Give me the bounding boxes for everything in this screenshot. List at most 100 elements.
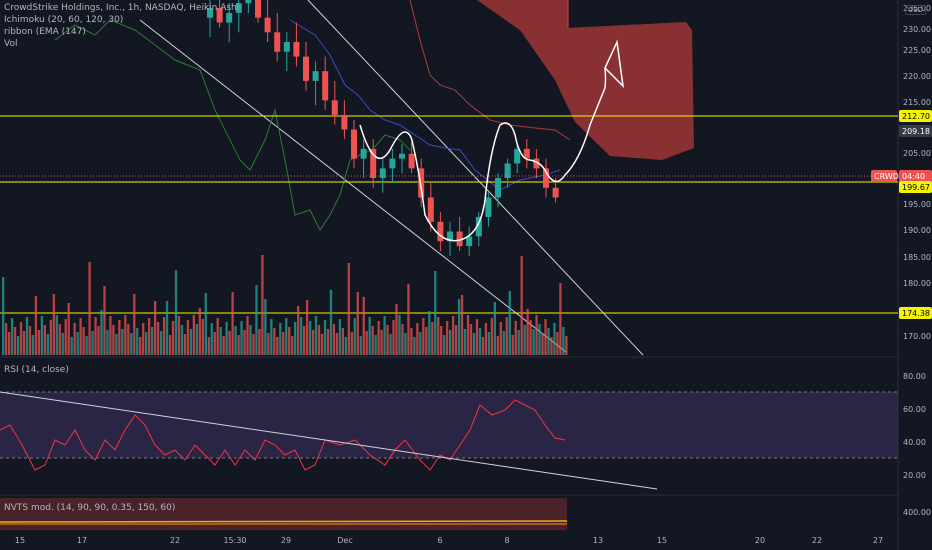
- volume-bar: [52, 294, 55, 355]
- lagging-span: [54, 19, 411, 231]
- rsi-tick: 40.00: [903, 438, 926, 447]
- candle: [235, 0, 242, 33]
- chart-legend: CrowdStrike Holdings, Inc., 1h, NASDAQ, …: [4, 2, 239, 50]
- volume-bar: [395, 304, 398, 355]
- volume-bar: [186, 320, 190, 355]
- volume-bar: [297, 306, 300, 355]
- volume-bar: [338, 319, 342, 355]
- volume-series: [2, 255, 568, 355]
- currency-label[interactable]: USD: [905, 5, 926, 15]
- volume-bar: [538, 324, 541, 355]
- volume-bar: [228, 331, 231, 355]
- volume-bar: [276, 337, 279, 355]
- volume-bar: [437, 317, 440, 355]
- rsi-tick: 60.00: [903, 405, 926, 414]
- volume-bar: [201, 319, 204, 355]
- volume-bar: [61, 333, 64, 355]
- trendline-upper: [307, 0, 644, 356]
- volume-bar: [97, 326, 100, 355]
- volume-bar: [431, 322, 434, 355]
- volume-bar: [171, 321, 175, 355]
- volume-bar: [478, 328, 482, 355]
- volume-bar: [559, 283, 562, 355]
- ribbon-label[interactable]: ribbon (EMA (147): [4, 27, 86, 37]
- volume-bar: [237, 335, 240, 355]
- volume-bar: [398, 315, 401, 355]
- candle: [207, 0, 213, 38]
- rsi-band: [0, 392, 898, 458]
- time-tick: 15: [15, 536, 25, 545]
- price-badge: CRWD: [871, 170, 899, 182]
- volume-bar: [106, 330, 109, 355]
- volume-bar: [365, 331, 368, 355]
- candle: [543, 158, 549, 198]
- candle: [389, 148, 396, 183]
- candle: [523, 139, 530, 169]
- volume-bar: [300, 317, 303, 355]
- volume-bar: [451, 316, 455, 355]
- rsi-legend[interactable]: RSI (14, close): [4, 365, 69, 375]
- volume-bar: [139, 337, 142, 355]
- volume-bar: [389, 334, 392, 355]
- volume-bar: [2, 277, 5, 355]
- volume-bar: [308, 321, 312, 355]
- price-tick: 190.00: [903, 226, 931, 235]
- volume-bar: [326, 329, 330, 355]
- nvts-legend[interactable]: NVTS mod. (14, 90, 90, 0.35, 150, 60): [4, 503, 176, 513]
- volume-bar: [517, 330, 520, 355]
- candle: [427, 182, 434, 232]
- volume-bar: [115, 334, 118, 355]
- volume-bar: [285, 318, 288, 355]
- volume-bar: [344, 337, 347, 355]
- volume-bar: [91, 331, 94, 355]
- volume-bar: [219, 327, 222, 355]
- volume-bar: [124, 315, 127, 355]
- volume-label[interactable]: Vol: [4, 39, 18, 49]
- volume-bar: [273, 328, 276, 355]
- volume-bar: [7, 332, 11, 355]
- volume-bar: [556, 332, 559, 355]
- volume-bar: [73, 323, 76, 355]
- volume-bar: [377, 321, 380, 355]
- volume-bar: [440, 326, 443, 355]
- volume-bar: [151, 327, 154, 355]
- rsi-trendline: [0, 391, 658, 490]
- svg-text:209.18: 209.18: [902, 127, 930, 136]
- volume-bar: [43, 325, 47, 355]
- volume-bar: [547, 328, 550, 355]
- symbol-title[interactable]: CrowdStrike Holdings, Inc., 1h, NASDAQ, …: [4, 3, 240, 13]
- volume-bar: [428, 311, 431, 355]
- candle: [264, 0, 271, 43]
- volume-bar: [335, 333, 339, 355]
- volume-bar: [174, 270, 178, 355]
- candle: [408, 139, 415, 174]
- price-badge: 212.70: [899, 110, 932, 122]
- volume-bar: [508, 291, 511, 355]
- time-tick: Dec: [337, 536, 352, 545]
- arrow-drawing: [604, 39, 625, 89]
- volume-bar: [404, 333, 407, 355]
- price-tick: 170.00: [903, 332, 931, 341]
- volume-bar: [499, 322, 502, 355]
- volume-bar: [541, 333, 544, 355]
- volume-bar: [529, 320, 532, 355]
- volume-bar: [121, 329, 124, 355]
- volume-bar: [481, 337, 485, 355]
- candle: [533, 148, 540, 179]
- volume-bar: [356, 292, 359, 355]
- arrow-stroke: [604, 67, 607, 89]
- ichimoku-label[interactable]: Ichimoku (20, 60, 120, 30): [4, 15, 124, 25]
- volume-bar: [4, 323, 8, 355]
- volume-bar: [475, 319, 479, 355]
- volume-bar: [258, 329, 261, 355]
- volume-bar: [133, 294, 136, 355]
- volume-bar: [49, 320, 52, 355]
- volume-bar: [31, 335, 35, 355]
- volume-bar: [407, 284, 410, 355]
- volume-bar: [368, 317, 371, 355]
- volume-bar: [79, 318, 82, 355]
- volume-bar: [487, 332, 491, 355]
- time-tick: 22: [812, 536, 822, 545]
- volume-bar: [371, 326, 374, 355]
